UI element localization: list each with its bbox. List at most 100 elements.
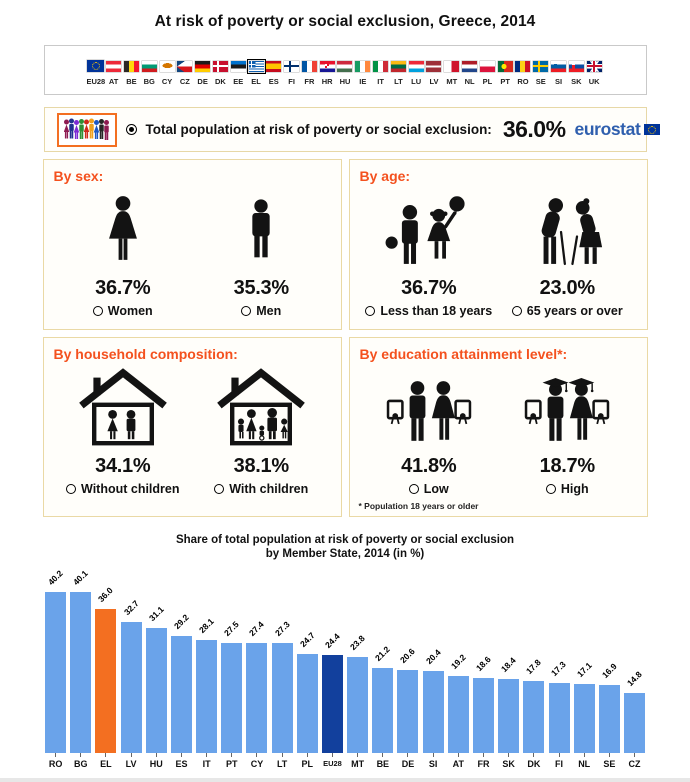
dk-flag-icon[interactable] bbox=[212, 61, 228, 72]
flag-tab-cz[interactable]: CZ bbox=[176, 61, 194, 86]
radio-education-high[interactable]: High bbox=[545, 482, 589, 496]
bar-pl[interactable] bbox=[296, 653, 318, 753]
flag-tab-eu28[interactable]: EU28 bbox=[86, 60, 105, 86]
bar-se[interactable] bbox=[598, 685, 620, 753]
el-flag-icon[interactable] bbox=[246, 59, 266, 74]
ro-flag-icon[interactable] bbox=[515, 61, 531, 72]
flag-tab-dk[interactable]: DK bbox=[212, 61, 230, 86]
bg-flag-icon[interactable] bbox=[141, 61, 157, 72]
cy-flag-icon[interactable] bbox=[159, 61, 175, 72]
radio-circle[interactable] bbox=[545, 484, 556, 494]
flag-tab-fi[interactable]: FI bbox=[283, 61, 301, 86]
radio-circle[interactable] bbox=[365, 306, 376, 316]
ie-flag-icon[interactable] bbox=[355, 61, 371, 72]
flag-tab-at[interactable]: AT bbox=[105, 61, 123, 86]
radio-women[interactable]: Women bbox=[92, 304, 153, 318]
hr-flag-icon[interactable] bbox=[319, 61, 335, 72]
bar-sk[interactable] bbox=[498, 679, 520, 753]
bar-lt[interactable] bbox=[271, 643, 293, 753]
fr-flag-icon[interactable] bbox=[301, 61, 317, 72]
bar-ro[interactable] bbox=[45, 591, 67, 753]
it-flag-icon[interactable] bbox=[373, 61, 389, 72]
radio-total-population[interactable] bbox=[125, 124, 137, 135]
bar-el[interactable] bbox=[95, 608, 117, 753]
radio-men[interactable]: Men bbox=[241, 304, 281, 318]
bar-lv[interactable] bbox=[120, 621, 142, 753]
flag-tab-hu[interactable]: HU bbox=[336, 61, 354, 86]
bar-at[interactable] bbox=[447, 675, 469, 753]
flag-tab-bg[interactable]: BG bbox=[140, 61, 158, 86]
radio-under18[interactable]: Less than 18 years bbox=[365, 304, 492, 318]
flag-tab-fr[interactable]: FR bbox=[301, 61, 319, 86]
radio-circle[interactable] bbox=[214, 484, 225, 494]
radio-circle[interactable] bbox=[66, 484, 76, 494]
bar-mt[interactable] bbox=[347, 657, 369, 753]
bar-fi[interactable] bbox=[548, 683, 570, 753]
radio-circle[interactable] bbox=[511, 306, 522, 316]
bar-bg[interactable] bbox=[70, 592, 92, 753]
flag-tab-it[interactable]: IT bbox=[372, 61, 390, 86]
bar-nl[interactable] bbox=[573, 684, 595, 753]
bar-pt[interactable] bbox=[221, 642, 243, 753]
bar-hu[interactable] bbox=[145, 628, 167, 753]
be-flag-icon[interactable] bbox=[123, 61, 139, 72]
stat-without-children-value: 34.1% bbox=[95, 455, 151, 477]
bar-cz[interactable] bbox=[624, 693, 646, 753]
bar-fr[interactable] bbox=[473, 678, 494, 753]
radio-without-children[interactable]: Without children bbox=[66, 482, 180, 496]
flag-tab-lu[interactable]: LU bbox=[407, 61, 425, 86]
flag-tab-ee[interactable]: EE bbox=[229, 61, 247, 86]
es-flag-icon[interactable] bbox=[266, 61, 282, 72]
flag-tab-cy[interactable]: CY bbox=[158, 61, 176, 86]
flag-tab-es[interactable]: ES bbox=[265, 61, 283, 86]
mt-flag-icon[interactable] bbox=[444, 61, 460, 72]
flag-tab-si[interactable]: SI bbox=[550, 61, 568, 86]
flag-tab-ie[interactable]: IE bbox=[354, 61, 372, 86]
cz-flag-icon[interactable] bbox=[177, 61, 193, 72]
lu-flag-icon[interactable] bbox=[408, 61, 424, 72]
lt-flag-icon[interactable] bbox=[390, 61, 406, 72]
flag-tab-sk[interactable]: SK bbox=[567, 61, 585, 86]
bar-si[interactable] bbox=[422, 671, 444, 753]
se-flag-icon[interactable] bbox=[533, 61, 549, 72]
nl-flag-icon[interactable] bbox=[462, 61, 478, 72]
uk-flag-icon[interactable] bbox=[586, 61, 602, 72]
flag-tab-hr[interactable]: HR bbox=[318, 61, 336, 86]
flag-tab-de[interactable]: DE bbox=[194, 61, 212, 86]
radio-over65[interactable]: 65 years or over bbox=[511, 304, 623, 318]
flag-tab-se[interactable]: SE bbox=[532, 61, 550, 86]
radio-circle[interactable] bbox=[408, 484, 419, 494]
flag-tab-lv[interactable]: LV bbox=[425, 61, 443, 86]
bar-it[interactable] bbox=[196, 640, 218, 753]
flag-tab-el[interactable]: EL bbox=[246, 59, 266, 86]
si-flag-icon[interactable] bbox=[551, 61, 567, 72]
flag-tab-lt[interactable]: LT bbox=[389, 61, 407, 86]
bar-be[interactable] bbox=[372, 667, 394, 753]
radio-circle[interactable] bbox=[92, 306, 103, 316]
bar-es[interactable] bbox=[170, 635, 192, 753]
ee-flag-icon[interactable] bbox=[230, 61, 246, 72]
bar-dk[interactable] bbox=[523, 681, 545, 753]
flag-tab-pt[interactable]: PT bbox=[496, 61, 514, 86]
radio-circle[interactable] bbox=[241, 306, 252, 316]
at-flag-icon[interactable] bbox=[106, 61, 122, 72]
bar-de[interactable] bbox=[397, 670, 419, 753]
bar-eu28[interactable] bbox=[321, 655, 343, 753]
radio-with-children[interactable]: With children bbox=[214, 482, 308, 496]
flag-tab-nl[interactable]: NL bbox=[461, 61, 479, 86]
pt-flag-icon[interactable] bbox=[497, 61, 513, 72]
bar-cy[interactable] bbox=[246, 643, 268, 753]
lv-flag-icon[interactable] bbox=[426, 61, 442, 72]
flag-tab-be[interactable]: BE bbox=[123, 61, 141, 86]
radio-education-low[interactable]: Low bbox=[408, 482, 449, 496]
flag-tab-ro[interactable]: RO bbox=[514, 61, 532, 86]
pl-flag-icon[interactable] bbox=[479, 61, 495, 72]
flag-tab-pl[interactable]: PL bbox=[478, 61, 496, 86]
flag-tab-uk[interactable]: UK bbox=[585, 61, 603, 86]
sk-flag-icon[interactable] bbox=[568, 61, 584, 72]
de-flag-icon[interactable] bbox=[195, 61, 211, 72]
hu-flag-icon[interactable] bbox=[337, 61, 353, 72]
fi-flag-icon[interactable] bbox=[284, 61, 300, 72]
eu28-flag-icon[interactable] bbox=[87, 60, 105, 72]
flag-tab-mt[interactable]: MT bbox=[443, 61, 461, 86]
